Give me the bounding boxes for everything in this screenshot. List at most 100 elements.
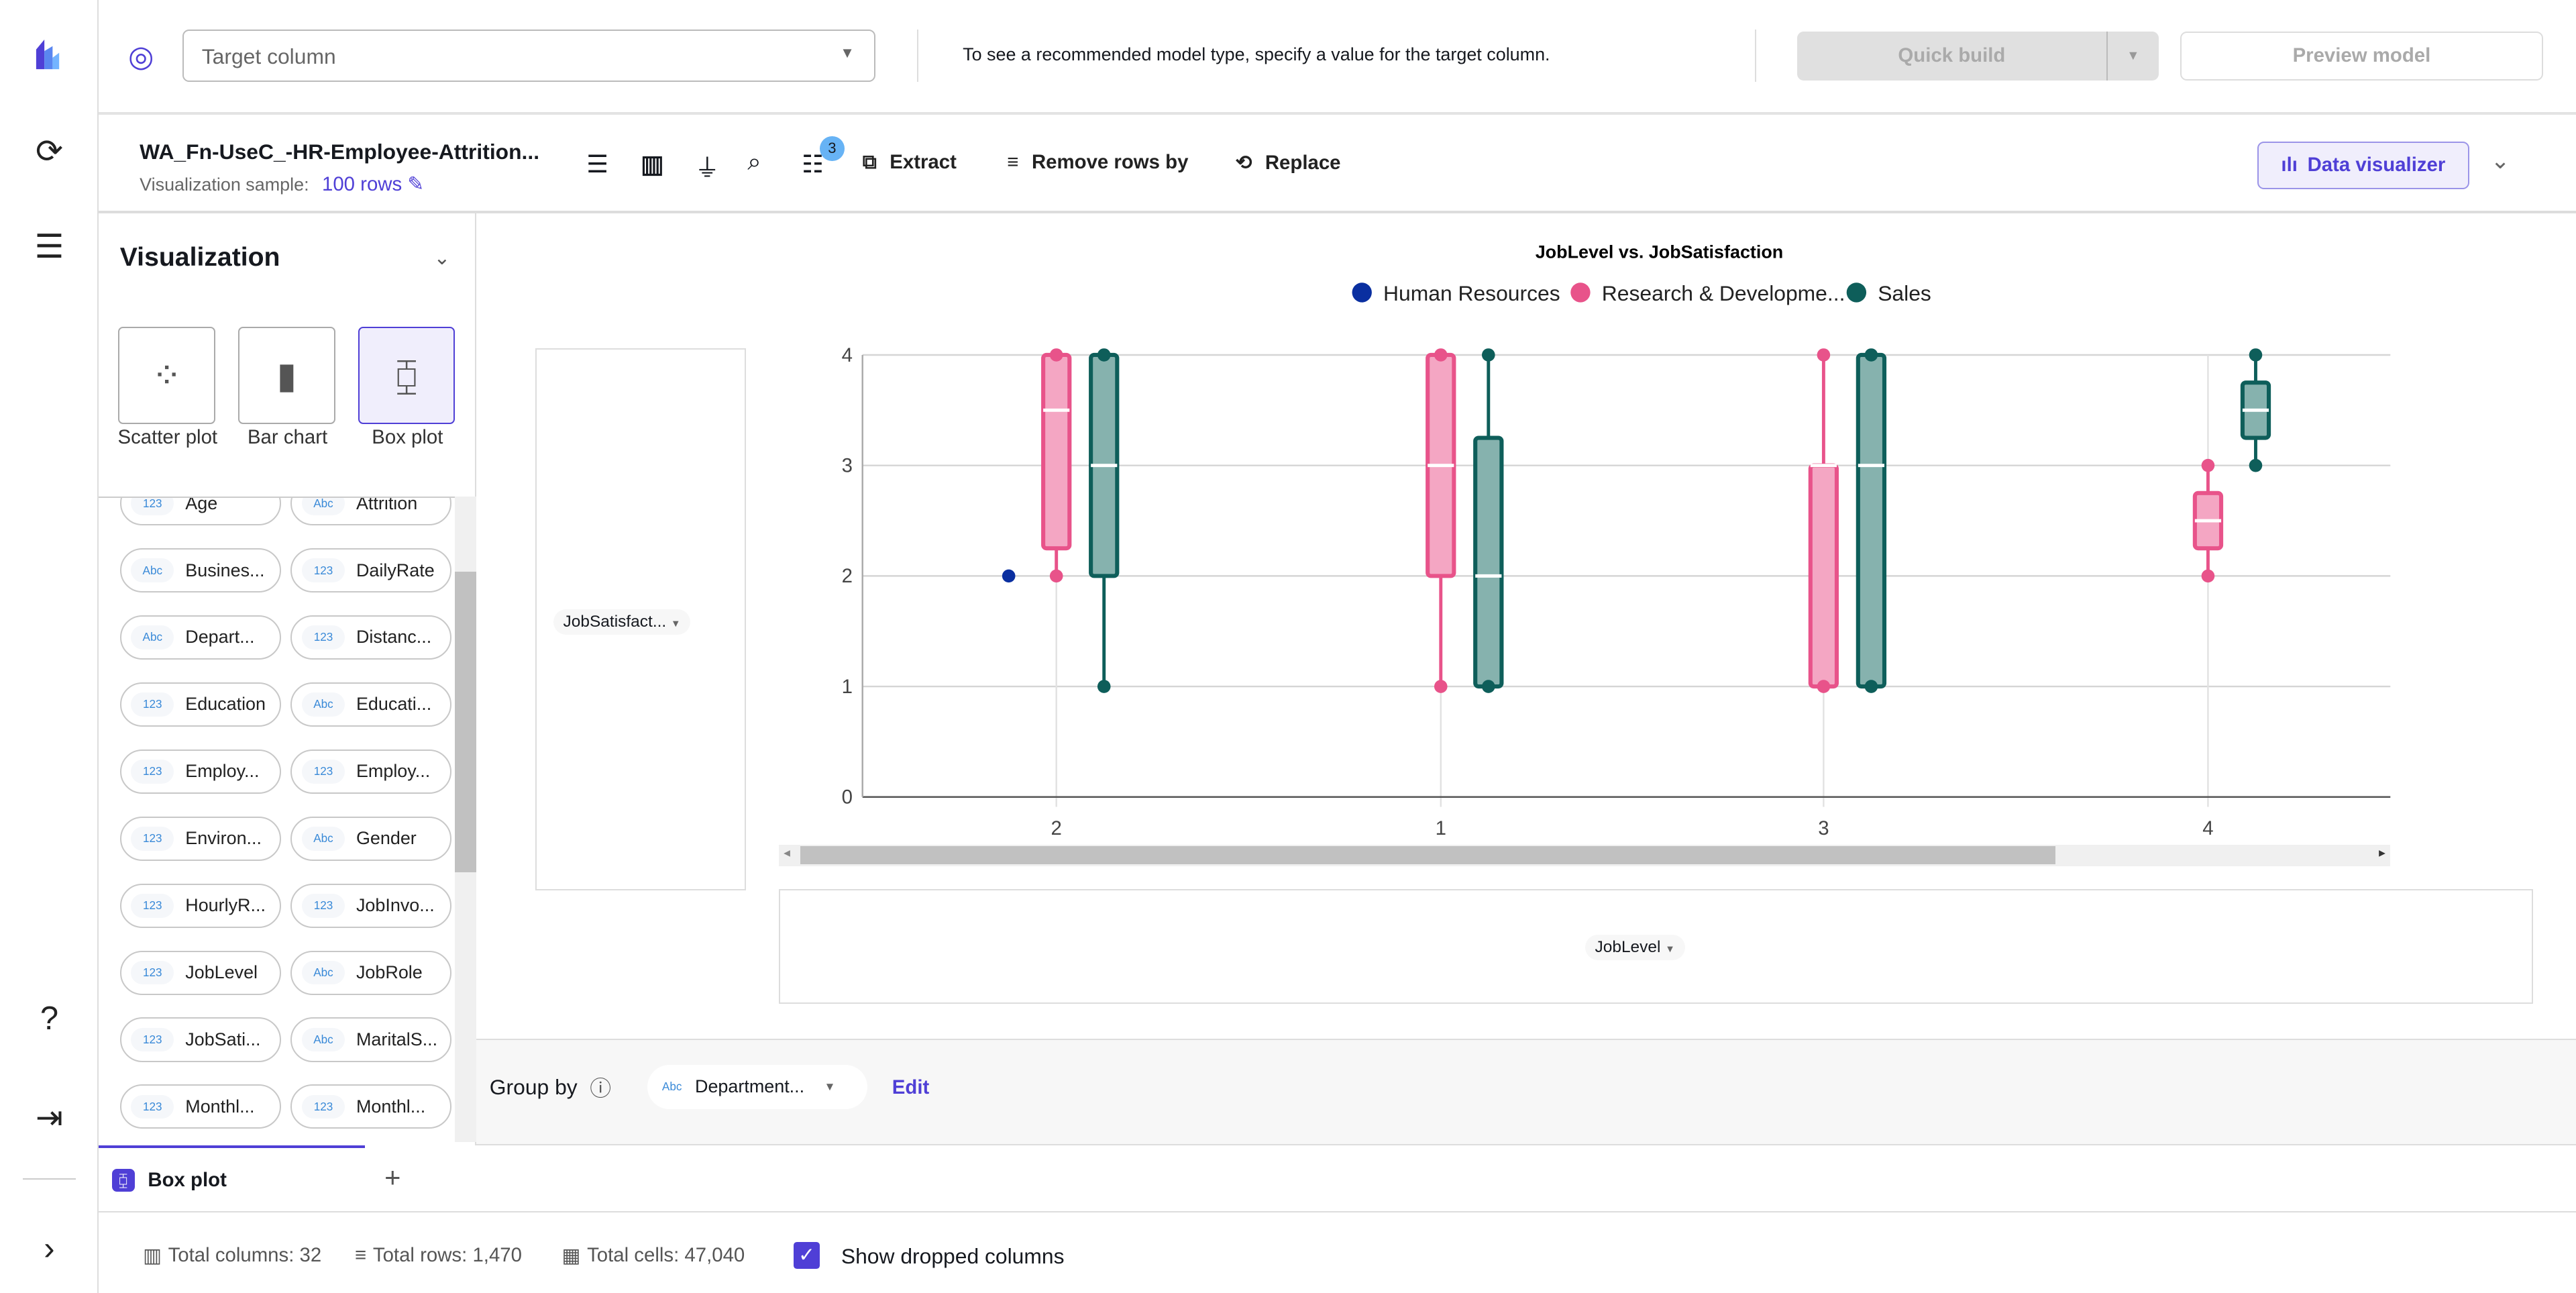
steps-icon[interactable]: ☷	[802, 150, 824, 178]
extract-button[interactable]: ⧉ Extract	[863, 151, 957, 174]
legend-label: Research & Developme...	[1602, 281, 1845, 305]
min-point	[1864, 680, 1878, 693]
min-point	[1434, 680, 1448, 693]
column-name: Employ...	[185, 761, 260, 782]
quick-build-dropdown[interactable]: ▼	[2106, 31, 2159, 81]
column-chip[interactable]: 123 HourlyR...	[119, 883, 281, 928]
expand-icon[interactable]: ›	[44, 1231, 55, 1268]
target-column-select[interactable]: Target column ▼	[182, 30, 876, 83]
column-chip[interactable]: 123 Employ...	[119, 749, 281, 794]
replace-button[interactable]: ⟲ Replace	[1236, 151, 1341, 174]
column-chip[interactable]: 123 Education	[119, 682, 281, 727]
target-icon: ◎	[128, 40, 154, 73]
info-icon[interactable]: ⓘ	[590, 1076, 612, 1100]
max-point	[1097, 348, 1111, 362]
search-icon[interactable]: ⌕	[747, 148, 761, 176]
quick-build-button[interactable]: Quick build	[1797, 31, 2106, 81]
min-point	[1049, 569, 1063, 583]
model-hint: To see a recommended model type, specify…	[963, 44, 1550, 65]
type-badge: Abc	[131, 625, 174, 650]
preview-model-button[interactable]: Preview model	[2180, 31, 2544, 81]
data-visualizer-button[interactable]: ılı Data visualizer	[2257, 141, 2469, 189]
group-by-pill[interactable]: Abc Department... ▼	[647, 1064, 868, 1110]
column-name: Monthl...	[356, 1096, 426, 1117]
type-badge: 123	[131, 960, 174, 985]
column-chip[interactable]: 123 JobInvo...	[290, 883, 452, 928]
column-name: MaritalS...	[356, 1029, 438, 1049]
bar-icon: ▮	[276, 356, 297, 397]
y-field-pill[interactable]: JobSatisfact... ▼	[553, 609, 691, 635]
column-name: Age	[185, 496, 218, 513]
chevron-down-icon[interactable]: ⌄	[433, 247, 451, 270]
total-cells-text: Total cells: 47,040	[587, 1244, 745, 1267]
max-point	[1864, 348, 1878, 362]
replace-icon: ⟲	[1235, 152, 1252, 174]
sample-size-link[interactable]: 100 rows ✎	[322, 172, 424, 196]
type-badge: 123	[131, 826, 174, 851]
total-columns-text: Total columns: 32	[168, 1244, 322, 1267]
collapse-icon[interactable]: ⌄	[2490, 148, 2510, 174]
scatter-plot-button[interactable]: ⁘	[118, 327, 215, 424]
column-chip[interactable]: 123 Monthl...	[119, 1084, 281, 1129]
box-icon: ⧮	[394, 355, 419, 396]
column-name: JobLevel	[185, 962, 258, 983]
column-name: Distanc...	[356, 627, 432, 648]
column-chip[interactable]: 123 Employ...	[290, 749, 452, 794]
type-badge: 123	[131, 497, 174, 515]
box	[1041, 352, 1072, 551]
min-point	[2201, 569, 2215, 583]
x-tick-label: 1	[1436, 817, 1446, 839]
column-chip[interactable]: 123 JobSati...	[119, 1017, 281, 1062]
type-badge: Abc	[302, 497, 345, 515]
column-chip[interactable]: Abc Gender	[290, 816, 452, 861]
add-tab-icon[interactable]: +	[384, 1161, 401, 1194]
column-chip[interactable]: Abc MaritalS...	[290, 1017, 452, 1062]
column-chip[interactable]: Abc Educati...	[290, 682, 452, 727]
max-point	[2201, 458, 2215, 472]
box-plot-chart: JobLevel vs. JobSatisfaction Human Resour…	[842, 242, 2391, 839]
column-chip[interactable]: Abc Busines...	[119, 548, 281, 593]
box-label: Box plot	[372, 426, 443, 449]
type-badge: Abc	[302, 960, 345, 985]
remove-rows-button[interactable]: ≡ Remove rows by	[1007, 151, 1188, 174]
column-chip[interactable]: Abc Depart...	[119, 615, 281, 660]
help-icon[interactable]: ?	[40, 1000, 59, 1037]
x-tick-label: 3	[1818, 817, 1829, 839]
show-dropped-label: Show dropped columns	[841, 1243, 1065, 1268]
refresh-model-icon[interactable]: ⟳	[35, 133, 63, 170]
column-chip[interactable]: Abc Attrition	[290, 496, 452, 526]
header	[98, 0, 2576, 115]
filter-icon[interactable]: ⏚	[694, 154, 720, 183]
column-list-scrollbar[interactable]	[455, 496, 477, 1143]
column-chip[interactable]: 123 JobLevel	[119, 950, 281, 995]
bar-chart-button[interactable]: ▮	[238, 327, 335, 424]
type-badge: 123	[131, 893, 174, 918]
sign-out-icon[interactable]: ⇥	[35, 1099, 63, 1136]
nav-rail: ⟳ ☰ ? ⇥ ›	[0, 0, 99, 1293]
column-chip[interactable]: 123 Distanc...	[290, 615, 452, 660]
column-chip[interactable]: 123 Environ...	[119, 816, 281, 861]
column-chip[interactable]: Abc JobRole	[290, 950, 452, 995]
list-icon[interactable]: ☰	[34, 228, 64, 265]
type-badge: 123	[131, 1027, 174, 1052]
type-badge: Abc	[302, 1027, 345, 1052]
show-dropped-checkbox[interactable]: ✓	[793, 1242, 820, 1269]
column-chip[interactable]: 123 Monthl...	[290, 1084, 452, 1129]
type-badge: 123	[302, 1094, 345, 1119]
column-name: Attrition	[356, 496, 418, 513]
total-columns: ▥ Total columns: 32	[143, 1244, 321, 1268]
x-axis-drop-zone: JobLevel ▼	[778, 888, 2534, 1004]
list-view-icon[interactable]: ☰	[586, 150, 609, 178]
box-plot-button[interactable]: ⧮	[358, 327, 455, 424]
chart-horizontal-scrollbar[interactable]: ◂ ▸	[778, 844, 2391, 866]
replace-label: Replace	[1265, 151, 1341, 174]
x-field-pill[interactable]: JobLevel ▼	[1585, 935, 1685, 960]
tab-box-plot[interactable]: ⧮ Box plot	[98, 1145, 365, 1212]
chevron-down-icon: ▼	[1665, 943, 1675, 955]
column-name: Busines...	[185, 560, 265, 580]
column-chip[interactable]: 123 DailyRate	[290, 548, 452, 593]
x-field-label: JobLevel	[1595, 937, 1661, 956]
sample-value: 100 rows	[322, 173, 402, 196]
edit-group-by-link[interactable]: Edit	[892, 1076, 930, 1099]
columns-view-icon[interactable]: ▥	[641, 150, 664, 178]
